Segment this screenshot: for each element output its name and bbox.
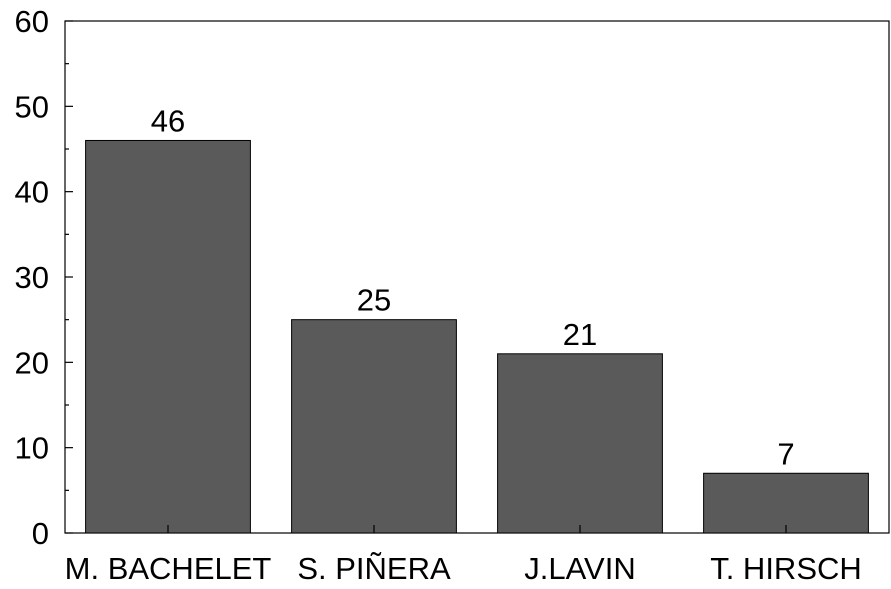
y-tick-label: 20 xyxy=(15,345,49,380)
y-tick-label: 10 xyxy=(15,431,49,466)
y-axis-ticks xyxy=(65,20,73,534)
bar xyxy=(703,472,869,534)
y-tick-label: 0 xyxy=(32,516,49,551)
bar-value-label: 7 xyxy=(777,436,794,471)
bar xyxy=(291,319,457,534)
x-axis-ticks xyxy=(167,525,787,533)
bar-value-label: 46 xyxy=(151,103,185,138)
y-tick-label: 40 xyxy=(15,175,49,210)
data-labels: 46 25 21 7 xyxy=(151,103,795,471)
bars xyxy=(85,139,869,534)
bar-value-label: 21 xyxy=(563,317,597,352)
y-tick-label: 30 xyxy=(15,260,49,295)
x-category-label: J.LAVIN xyxy=(524,551,635,586)
bar xyxy=(85,139,251,534)
x-category-label: S. PIÑERA xyxy=(297,551,451,586)
bar xyxy=(497,353,663,534)
bar-value-label: 25 xyxy=(357,283,391,318)
x-axis-tick-labels: M. BACHELET S. PIÑERA J.LAVIN T. HIRSCH xyxy=(65,551,862,586)
x-category-label: M. BACHELET xyxy=(65,551,272,586)
x-category-label: T. HIRSCH xyxy=(710,551,862,586)
y-tick-label: 50 xyxy=(15,89,49,124)
y-tick-label: 60 xyxy=(15,4,49,39)
y-axis-tick-labels: 0 10 20 30 40 50 60 xyxy=(15,4,49,551)
